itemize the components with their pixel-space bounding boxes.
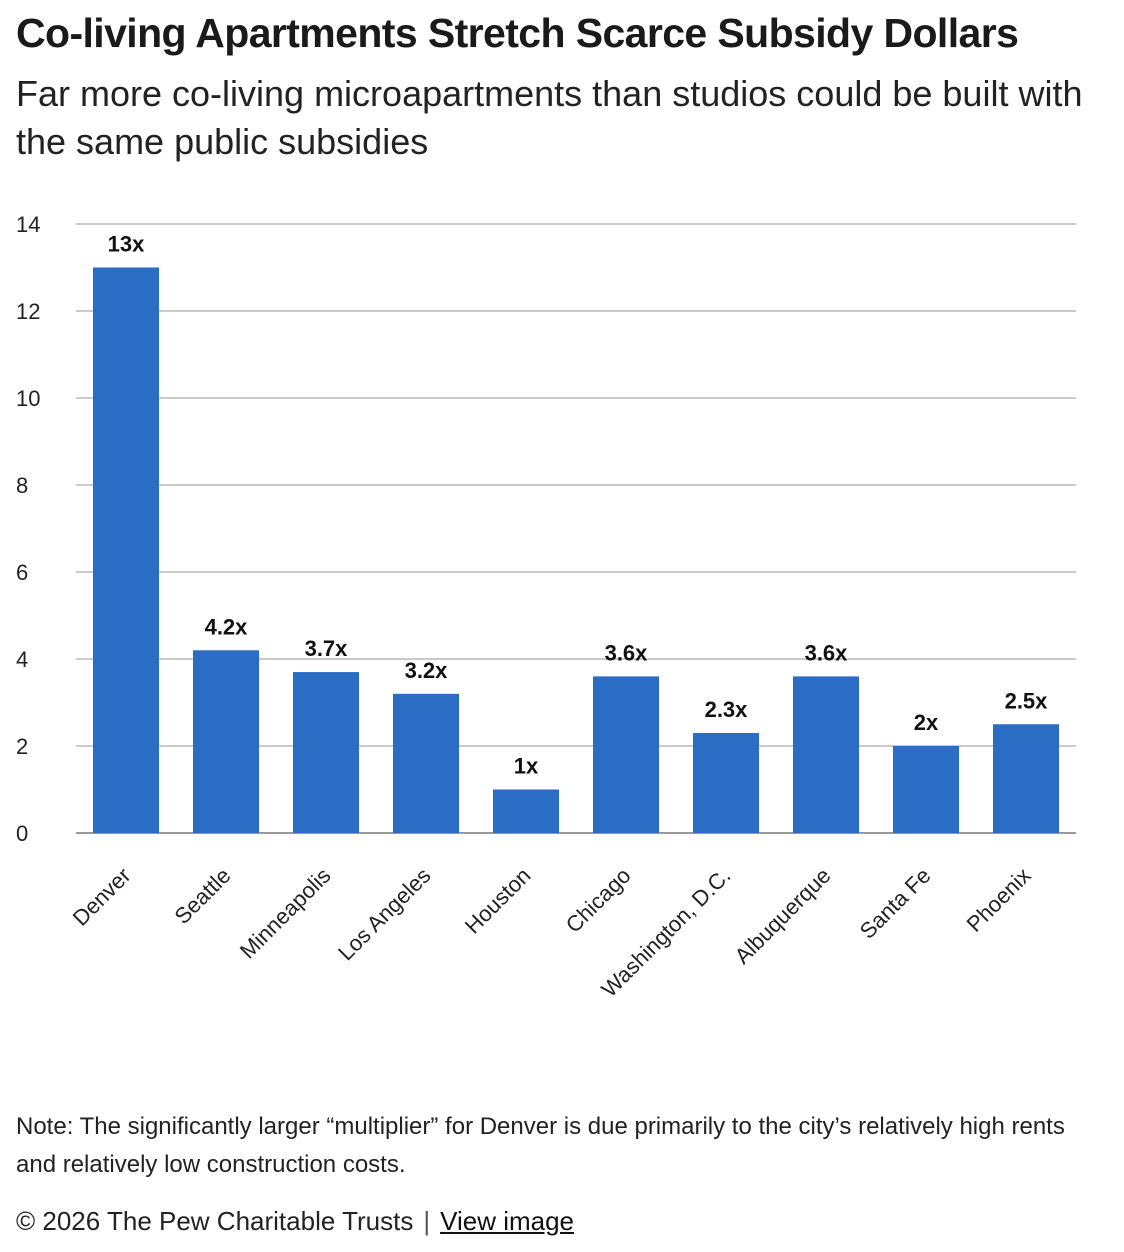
data-label: 1x (514, 754, 539, 779)
x-tick-label: Santa Fe (855, 863, 936, 944)
bar[interactable] (893, 746, 959, 833)
data-label: 4.2x (205, 614, 249, 639)
y-tick-label: 6 (16, 560, 28, 585)
data-label: 2.3x (705, 697, 749, 722)
bar[interactable] (393, 693, 459, 833)
chart-subtitle: Far more co-living microapartments than … (16, 73, 1083, 162)
bar[interactable] (93, 267, 159, 834)
x-tick-label: Minneapolis (235, 863, 336, 964)
bar[interactable] (193, 650, 259, 833)
bar[interactable] (793, 676, 859, 833)
x-tick-label: Seattle (169, 863, 235, 929)
y-tick-label: 10 (16, 386, 40, 411)
copyright-text: © 2026 The Pew Charitable Trusts (16, 1206, 414, 1236)
bar[interactable] (493, 789, 559, 834)
x-tick-label: Denver (68, 863, 136, 931)
x-tick-label: Houston (460, 863, 536, 939)
y-tick-label: 2 (16, 734, 28, 759)
data-label: 3.6x (605, 640, 649, 665)
bar[interactable] (693, 732, 759, 833)
data-label: 3.2x (405, 658, 449, 683)
data-label: 3.7x (305, 636, 349, 661)
bar-chart: 0 2 4 6 8 10 12 14 13x Denver 4.2x Seattle 3.7x Minne… (16, 212, 1076, 1002)
y-tick-label: 12 (16, 299, 40, 324)
data-label: 13x (108, 232, 145, 257)
y-tick-label: 8 (16, 473, 28, 498)
data-label: 2.5x (1005, 688, 1049, 713)
y-tick-label: 0 (16, 821, 28, 846)
x-tick-label: Chicago (561, 863, 636, 938)
x-tick-label: Los Angeles (333, 863, 435, 965)
bar[interactable] (293, 672, 359, 833)
y-tick-label: 14 (16, 212, 40, 237)
footer: © 2026 The Pew Charitable Trusts | View im… (16, 1202, 574, 1240)
footer-separator: | (423, 1206, 431, 1236)
x-tick-label: Phoenix (962, 863, 1036, 937)
y-tick-label: 4 (16, 647, 28, 672)
bar[interactable] (993, 724, 1059, 833)
view-image-link[interactable]: View image (440, 1206, 575, 1236)
bar[interactable] (593, 676, 659, 833)
data-label: 2x (914, 710, 939, 735)
chart-note: Note: The significantly larger “multipli… (16, 1113, 1065, 1178)
data-label: 3.6x (805, 640, 849, 665)
chart-title: Co-living Apartments Stretch Scarce Subs… (16, 10, 1019, 56)
x-tick-label: Albuquerque (730, 863, 836, 969)
